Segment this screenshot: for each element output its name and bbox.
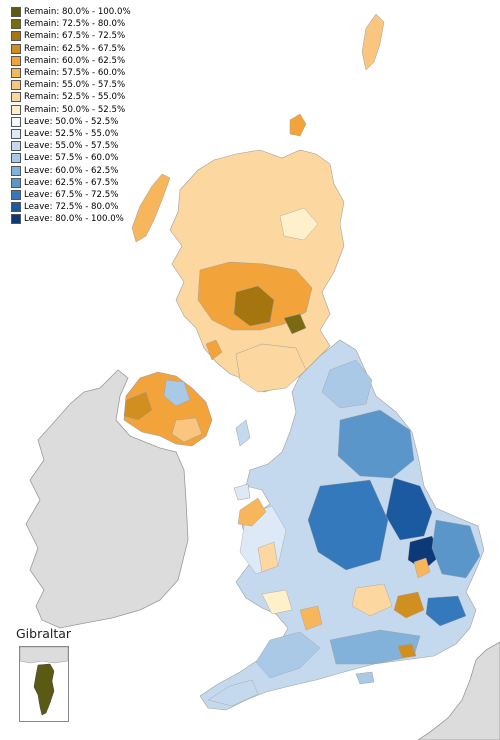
isle-of-man [235, 419, 251, 447]
legend-entry: Leave: 72.5% - 80.0% [11, 201, 151, 213]
spain-coast-inset [19, 646, 69, 664]
bristol [299, 605, 323, 631]
legend-entry: Leave: 52.5% - 55.0% [11, 128, 151, 140]
legend-entry: Remain: 55.0% - 57.5% [11, 79, 151, 91]
legend-entry: Leave: 80.0% - 100.0% [11, 213, 151, 225]
midlands [307, 479, 389, 571]
legend-label: Leave: 67.5% - 72.5% [24, 189, 119, 200]
legend-swatch [11, 189, 21, 200]
legend-entry: Leave: 57.5% - 60.0% [11, 152, 151, 164]
north-east [321, 359, 373, 409]
ireland-landmass [25, 369, 189, 629]
brighton [397, 643, 417, 659]
legend-label: Remain: 62.5% - 67.5% [24, 43, 126, 54]
legend-swatch [11, 165, 21, 176]
legend-entry: Remain: 50.0% - 52.5% [11, 104, 151, 116]
cambridge [413, 557, 431, 579]
gibraltar-inset-title: Gibraltar [16, 626, 72, 641]
isle-of-wight [355, 671, 375, 685]
outer-hebrides [131, 173, 171, 243]
legend-swatch [11, 104, 21, 115]
map-legend: Remain: 80.0% - 100.0% Remain: 72.5% - 8… [11, 6, 151, 225]
legend-entry: Leave: 50.0% - 52.5% [11, 116, 151, 128]
east-anglia [431, 519, 481, 579]
thames-estuary [425, 595, 467, 627]
legend-swatch [11, 19, 21, 30]
ni-district-a [123, 391, 153, 421]
legend-entry: Leave: 67.5% - 72.5% [11, 189, 151, 201]
ceredigion [257, 541, 279, 573]
borders [235, 343, 307, 393]
legend-label: Leave: 72.5% - 80.0% [24, 202, 119, 213]
legend-swatch [11, 214, 21, 225]
legend-swatch [11, 128, 21, 139]
legend-swatch [11, 153, 21, 164]
legend-label: Remain: 67.5% - 72.5% [24, 31, 126, 42]
legend-swatch [11, 80, 21, 91]
legend-label: Leave: 62.5% - 67.5% [24, 177, 119, 188]
gibraltar-territory [33, 663, 55, 716]
cornwall [207, 679, 259, 707]
arran [205, 339, 223, 361]
edinburgh [233, 285, 275, 327]
legend-swatch [11, 55, 21, 66]
highland-district [279, 207, 319, 241]
legend-swatch [11, 92, 21, 103]
legend-label: Leave: 50.0% - 52.5% [24, 116, 119, 127]
legend-label: Remain: 52.5% - 55.0% [24, 92, 126, 103]
legend-entry: Remain: 67.5% - 72.5% [11, 30, 151, 42]
legend-swatch [11, 31, 21, 42]
legend-entry: Leave: 55.0% - 57.5% [11, 140, 151, 152]
legend-label: Remain: 80.0% - 100.0% [24, 7, 131, 18]
shetland [361, 13, 385, 71]
anglesey [233, 483, 251, 501]
legend-label: Remain: 50.0% - 52.5% [24, 104, 126, 115]
south-west [255, 631, 321, 679]
legend-swatch [11, 177, 21, 188]
legend-swatch [11, 116, 21, 127]
london [393, 591, 425, 619]
legend-label: Remain: 57.5% - 60.0% [24, 68, 126, 79]
legend-entry: Remain: 60.0% - 62.5% [11, 55, 151, 67]
cardiff [261, 589, 293, 615]
legend-entry: Remain: 52.5% - 55.0% [11, 91, 151, 103]
legend-entry: Remain: 80.0% - 100.0% [11, 6, 151, 18]
legend-label: Leave: 60.0% - 62.5% [24, 165, 119, 176]
france-coast [417, 641, 500, 740]
legend-swatch [11, 68, 21, 79]
legend-label: Leave: 52.5% - 55.0% [24, 128, 119, 139]
orkney [289, 113, 307, 137]
legend-swatch [11, 43, 21, 54]
ni-district-c [171, 417, 203, 443]
legend-entry: Leave: 60.0% - 62.5% [11, 164, 151, 176]
legend-label: Leave: 55.0% - 57.5% [24, 141, 119, 152]
gibraltar-inset [19, 646, 69, 722]
oxford-area [351, 583, 393, 617]
legend-label: Leave: 80.0% - 100.0% [24, 214, 124, 225]
legend-label: Remain: 60.0% - 62.5% [24, 55, 126, 66]
yorkshire [337, 409, 415, 479]
glasgow [283, 313, 307, 335]
legend-swatch [11, 7, 21, 18]
ni-district-b [163, 379, 191, 407]
legend-label: Remain: 72.5% - 80.0% [24, 19, 126, 30]
legend-swatch [11, 141, 21, 152]
legend-entry: Remain: 57.5% - 60.0% [11, 67, 151, 79]
legend-label: Remain: 55.0% - 57.5% [24, 80, 126, 91]
legend-label: Leave: 57.5% - 60.0% [24, 153, 119, 164]
gwynedd [237, 497, 267, 527]
legend-entry: Remain: 72.5% - 80.0% [11, 18, 151, 30]
legend-entry: Remain: 62.5% - 67.5% [11, 43, 151, 55]
legend-swatch [11, 202, 21, 213]
gibraltar-inset-map [19, 646, 69, 716]
legend-entry: Leave: 62.5% - 67.5% [11, 177, 151, 189]
